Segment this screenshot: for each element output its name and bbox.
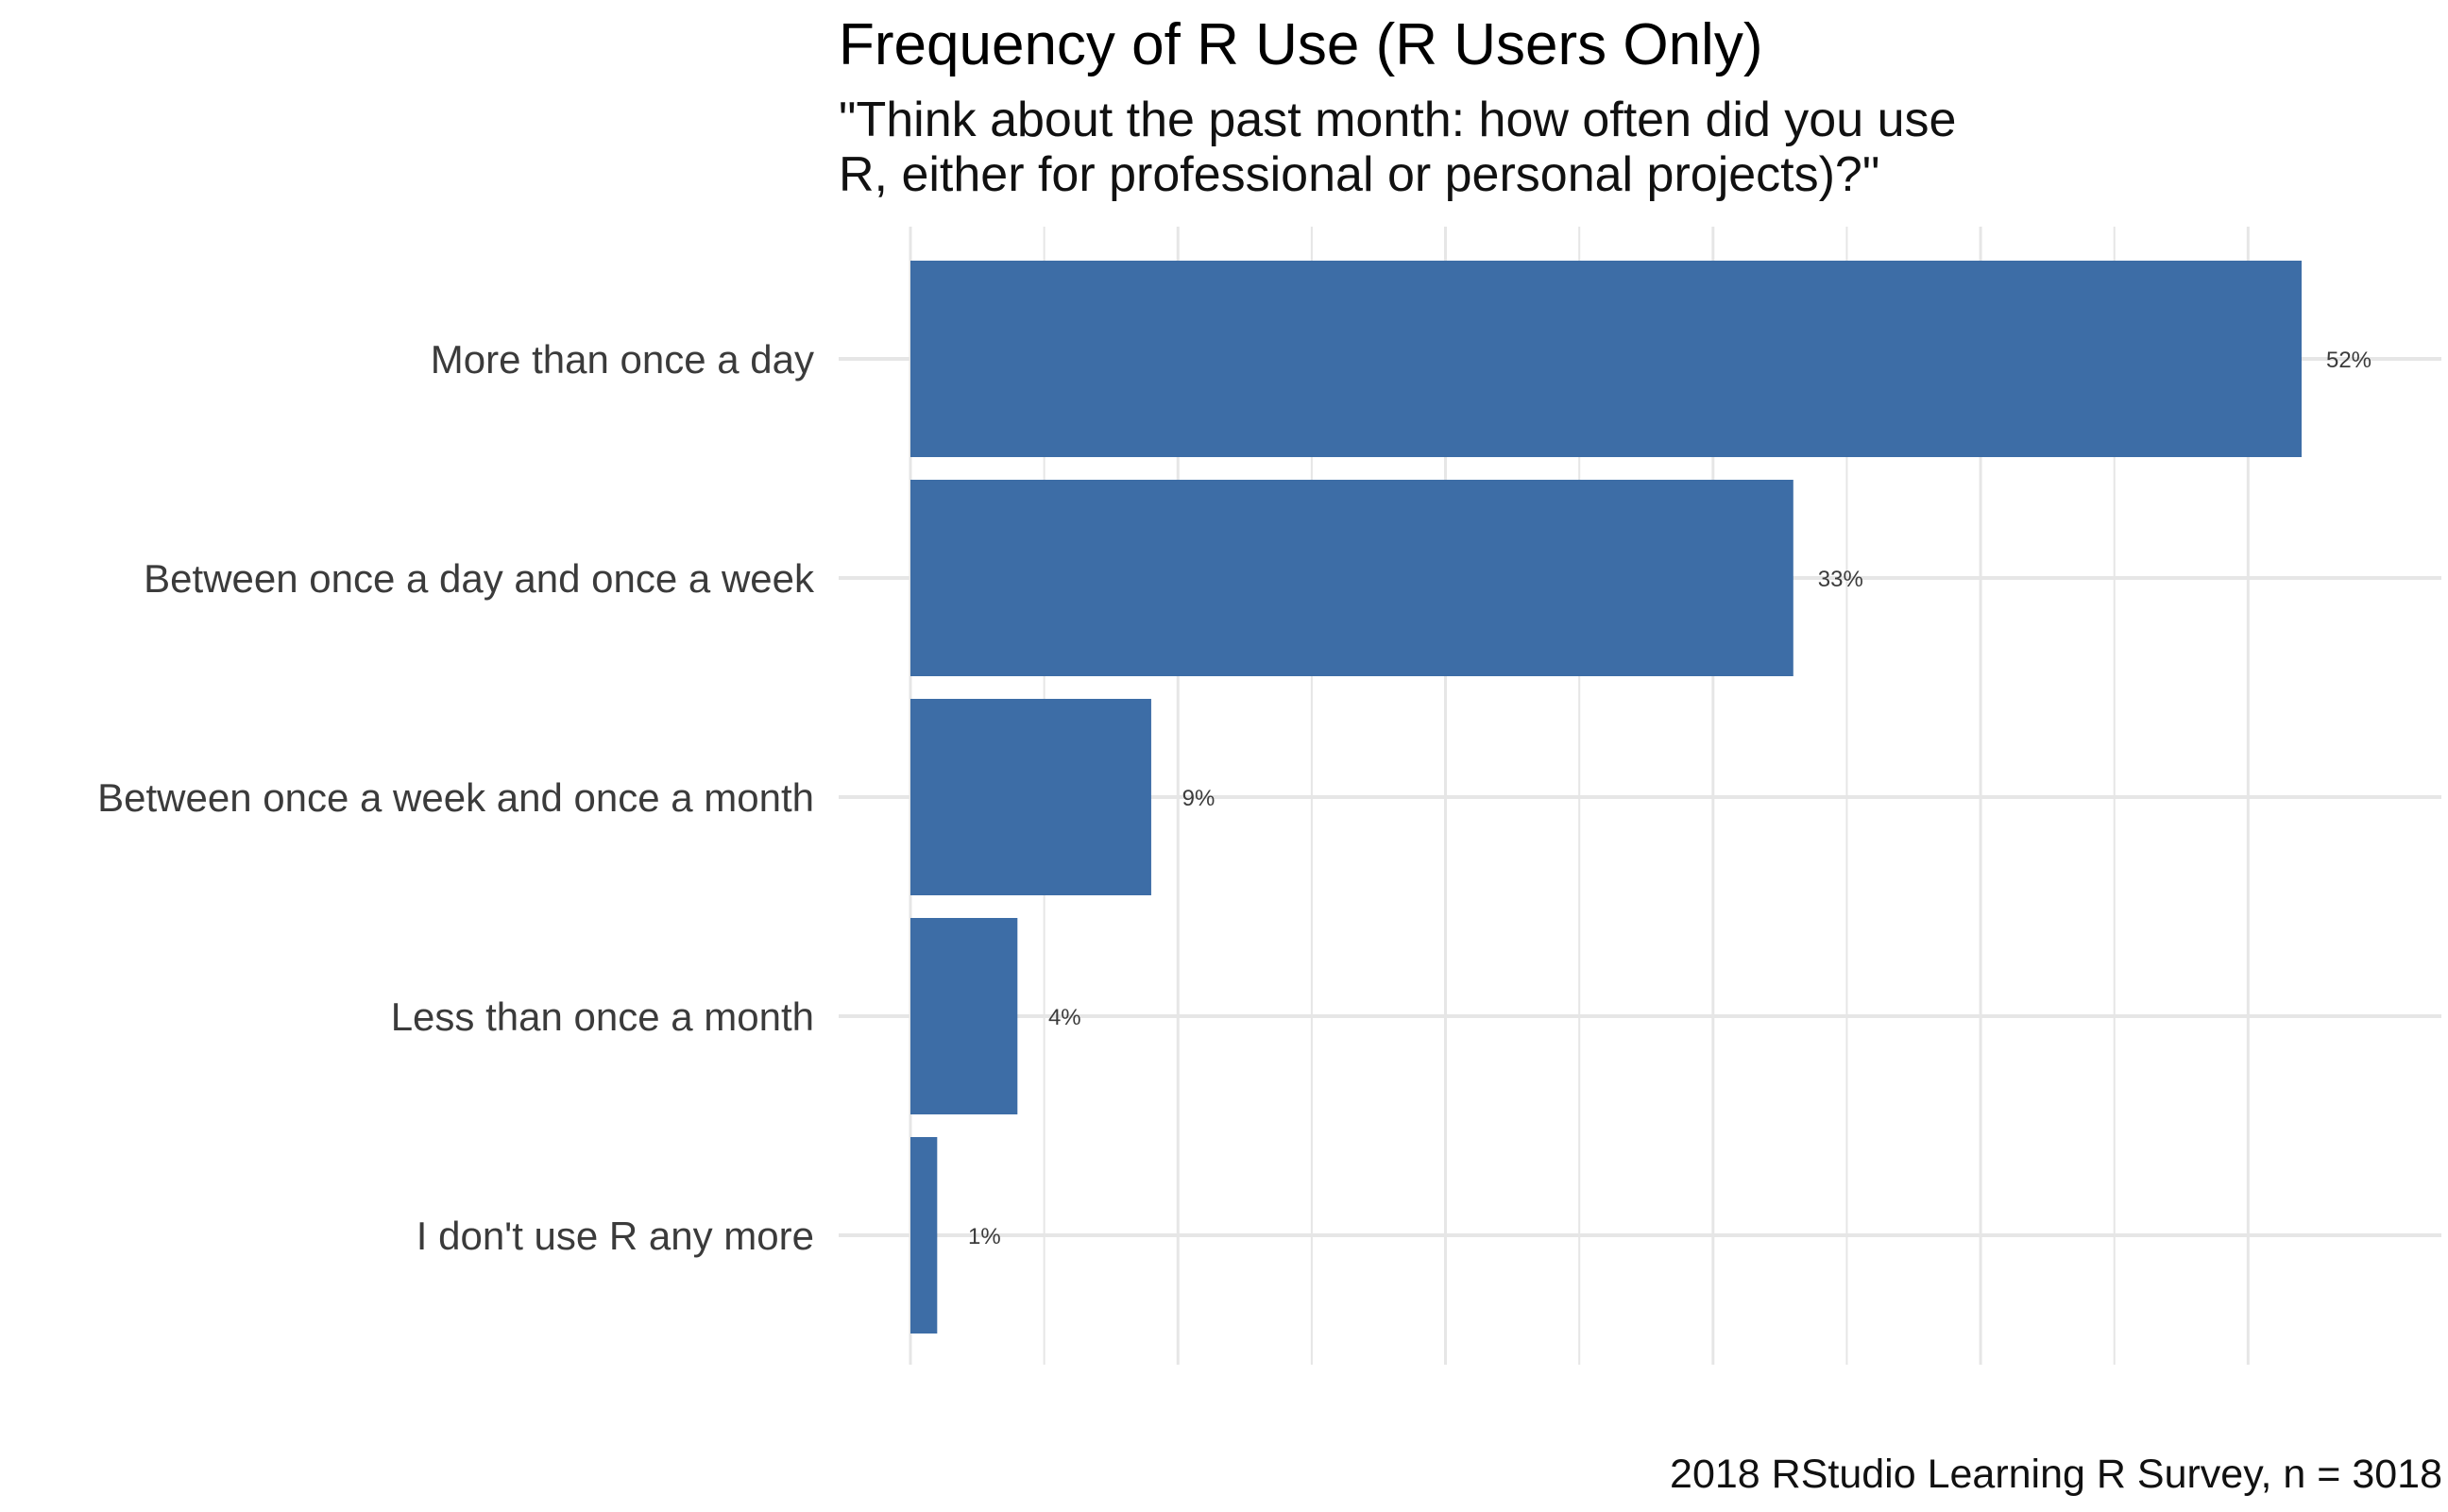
bar [910,699,1151,895]
category-label: I don't use R any more [416,1214,814,1258]
bar [910,480,1794,676]
chart-caption: 2018 RStudio Learning R Survey, n = 3018 [1670,1452,2442,1497]
bar [910,918,1018,1114]
bar [910,261,2302,457]
value-label: 52% [2326,348,2372,373]
value-label: 33% [1818,567,1863,592]
category-label: More than once a day [431,337,814,382]
value-label: 4% [1048,1005,1081,1030]
chart-subtitle: "Think about the past month: how often d… [839,93,1957,202]
category-label: Less than once a month [391,994,814,1039]
chart-title: Frequency of R Use (R Users Only) [839,12,1763,77]
category-label: Between once a week and once a month [97,775,814,820]
category-label: Between once a day and once a week [144,556,815,601]
value-label: 9% [1182,786,1216,811]
value-label: 1% [968,1224,1001,1249]
bar [910,1137,938,1334]
